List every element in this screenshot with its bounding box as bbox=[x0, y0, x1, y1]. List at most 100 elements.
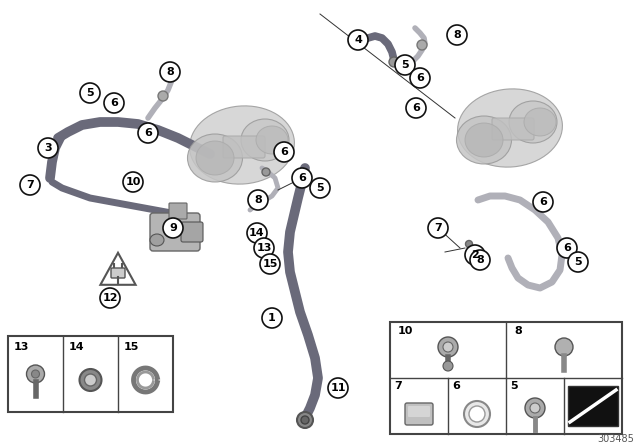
Bar bbox=[8, 336, 173, 412]
Polygon shape bbox=[100, 253, 136, 285]
Circle shape bbox=[530, 403, 540, 413]
Ellipse shape bbox=[189, 106, 294, 184]
FancyBboxPatch shape bbox=[181, 222, 203, 242]
Circle shape bbox=[260, 254, 280, 274]
Circle shape bbox=[533, 192, 553, 212]
Circle shape bbox=[274, 142, 294, 162]
Ellipse shape bbox=[456, 116, 511, 164]
Circle shape bbox=[555, 338, 573, 356]
Circle shape bbox=[262, 308, 282, 328]
Circle shape bbox=[123, 172, 143, 192]
Text: 7: 7 bbox=[434, 223, 442, 233]
Text: 14: 14 bbox=[69, 342, 84, 352]
Bar bbox=[390, 322, 622, 434]
Text: 6: 6 bbox=[416, 73, 424, 83]
Text: 6: 6 bbox=[539, 197, 547, 207]
Circle shape bbox=[297, 412, 313, 428]
Text: 6: 6 bbox=[563, 243, 571, 253]
Circle shape bbox=[247, 223, 267, 243]
Text: 7: 7 bbox=[394, 381, 402, 391]
Circle shape bbox=[292, 168, 312, 188]
FancyBboxPatch shape bbox=[223, 136, 265, 158]
Ellipse shape bbox=[256, 126, 288, 154]
FancyBboxPatch shape bbox=[111, 268, 125, 278]
Circle shape bbox=[104, 93, 124, 113]
Text: 10: 10 bbox=[398, 326, 413, 336]
Polygon shape bbox=[568, 386, 618, 426]
Text: 6: 6 bbox=[298, 173, 306, 183]
Circle shape bbox=[328, 378, 348, 398]
Ellipse shape bbox=[196, 141, 234, 175]
Circle shape bbox=[158, 91, 168, 101]
Circle shape bbox=[464, 401, 490, 427]
Circle shape bbox=[443, 342, 453, 352]
Text: 8: 8 bbox=[453, 30, 461, 40]
Text: 13: 13 bbox=[14, 342, 29, 352]
Circle shape bbox=[38, 138, 58, 158]
Circle shape bbox=[84, 374, 97, 386]
Ellipse shape bbox=[524, 108, 556, 136]
Circle shape bbox=[410, 68, 430, 88]
Circle shape bbox=[469, 406, 485, 422]
FancyBboxPatch shape bbox=[408, 406, 430, 417]
Circle shape bbox=[438, 337, 458, 357]
Text: 3: 3 bbox=[44, 143, 52, 153]
Circle shape bbox=[443, 361, 453, 371]
Ellipse shape bbox=[188, 134, 243, 182]
Text: 8: 8 bbox=[514, 326, 522, 336]
Circle shape bbox=[254, 238, 274, 258]
Text: 14: 14 bbox=[249, 228, 265, 238]
Text: 4: 4 bbox=[354, 35, 362, 45]
Circle shape bbox=[31, 370, 40, 378]
Text: 5: 5 bbox=[401, 60, 409, 70]
Text: 6: 6 bbox=[144, 128, 152, 138]
Circle shape bbox=[138, 123, 158, 143]
Circle shape bbox=[348, 30, 368, 50]
Text: 5: 5 bbox=[316, 183, 324, 193]
Text: 6: 6 bbox=[280, 147, 288, 157]
FancyBboxPatch shape bbox=[150, 213, 200, 251]
Text: 9: 9 bbox=[169, 223, 177, 233]
Circle shape bbox=[26, 365, 45, 383]
Circle shape bbox=[248, 190, 268, 210]
Text: 15: 15 bbox=[262, 259, 278, 269]
Text: 13: 13 bbox=[256, 243, 272, 253]
Circle shape bbox=[406, 98, 426, 118]
Text: 6: 6 bbox=[452, 381, 460, 391]
Circle shape bbox=[310, 178, 330, 198]
Text: 8: 8 bbox=[254, 195, 262, 205]
Ellipse shape bbox=[458, 89, 563, 167]
Text: 1: 1 bbox=[268, 313, 276, 323]
Circle shape bbox=[160, 62, 180, 82]
Text: 8: 8 bbox=[476, 255, 484, 265]
Text: 303485: 303485 bbox=[597, 434, 634, 444]
Circle shape bbox=[417, 40, 427, 50]
Circle shape bbox=[568, 252, 588, 272]
Circle shape bbox=[465, 241, 472, 247]
Circle shape bbox=[163, 218, 183, 238]
Text: 11: 11 bbox=[330, 383, 346, 393]
Text: 7: 7 bbox=[26, 180, 34, 190]
Text: 10: 10 bbox=[125, 177, 141, 187]
Circle shape bbox=[389, 57, 399, 67]
Text: 5: 5 bbox=[574, 257, 582, 267]
Circle shape bbox=[79, 369, 102, 391]
FancyBboxPatch shape bbox=[169, 203, 187, 219]
Circle shape bbox=[525, 398, 545, 418]
Text: 6: 6 bbox=[412, 103, 420, 113]
Text: 15: 15 bbox=[124, 342, 140, 352]
Text: 12: 12 bbox=[102, 293, 118, 303]
Circle shape bbox=[557, 238, 577, 258]
Ellipse shape bbox=[465, 123, 503, 157]
FancyBboxPatch shape bbox=[492, 118, 534, 140]
Ellipse shape bbox=[509, 101, 557, 143]
Circle shape bbox=[301, 416, 309, 424]
Circle shape bbox=[80, 83, 100, 103]
Circle shape bbox=[470, 250, 490, 270]
Text: 6: 6 bbox=[110, 98, 118, 108]
Circle shape bbox=[465, 245, 485, 265]
Circle shape bbox=[100, 288, 120, 308]
FancyBboxPatch shape bbox=[405, 403, 433, 425]
Text: 8: 8 bbox=[166, 67, 174, 77]
Circle shape bbox=[447, 25, 467, 45]
